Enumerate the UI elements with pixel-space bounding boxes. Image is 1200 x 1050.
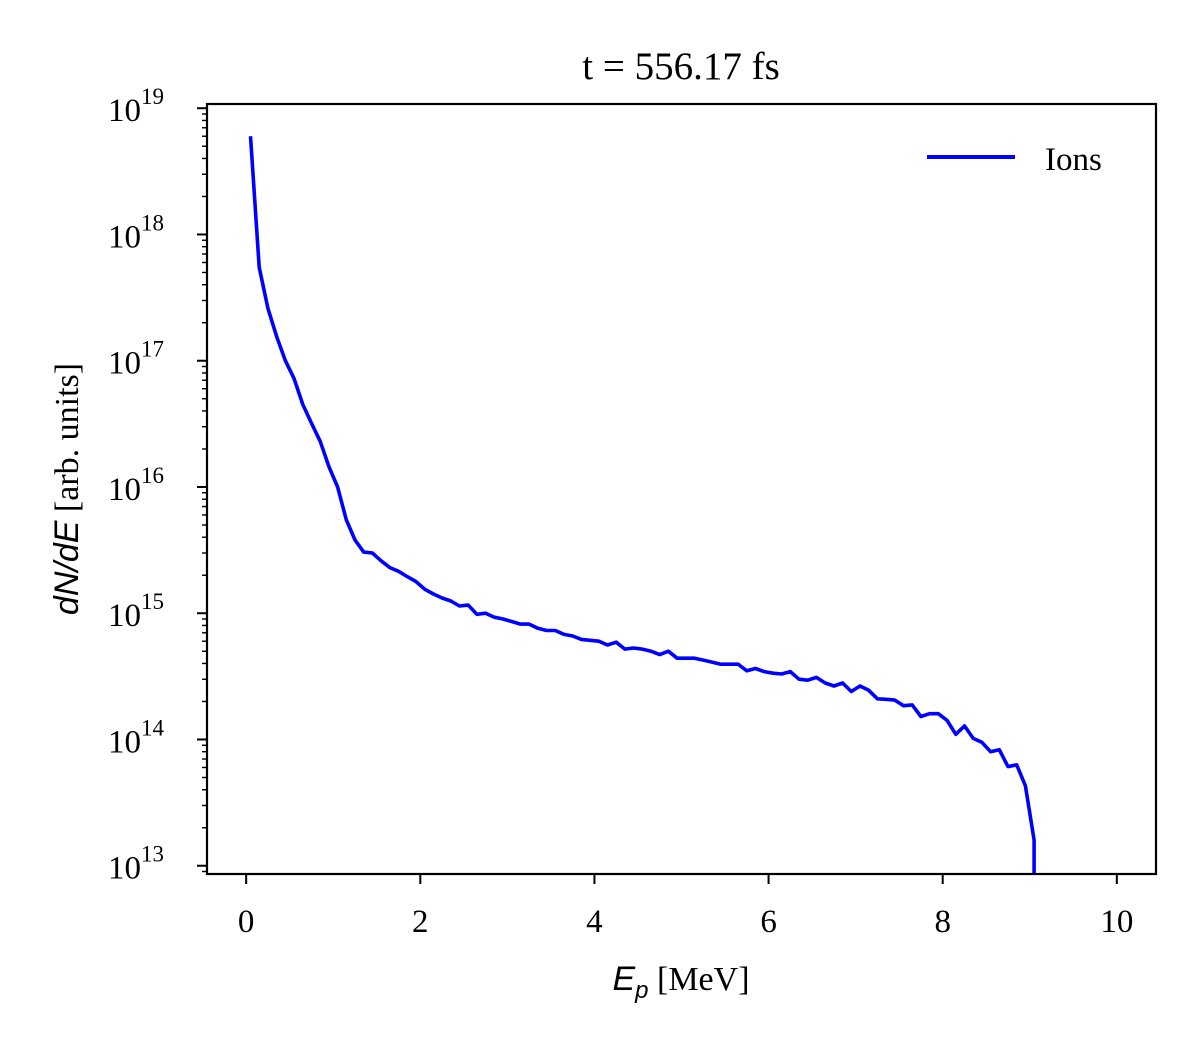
y-axis-label-symbol: dN/dE bbox=[48, 520, 86, 615]
series-layer bbox=[248, 136, 1036, 874]
x-tick-label: 6 bbox=[760, 904, 777, 940]
y-axis-label-unit: [arb. units] bbox=[49, 363, 86, 521]
y-tick-label: 1016 bbox=[108, 463, 164, 508]
y-tick-label-base: 10 bbox=[108, 724, 141, 760]
x-tick-label: 8 bbox=[934, 904, 951, 940]
y-tick-label: 1018 bbox=[108, 210, 164, 255]
y-tick-label-exponent: 17 bbox=[141, 337, 164, 362]
y-tick-label-base: 10 bbox=[108, 472, 141, 508]
x-tick-label: 0 bbox=[238, 904, 255, 940]
y-tick-label: 1014 bbox=[108, 715, 165, 760]
series-line-ions bbox=[248, 136, 1036, 874]
chart-title: t = 556.17 fs bbox=[582, 45, 780, 88]
legend-label-ions: Ions bbox=[1045, 142, 1102, 178]
y-tick-label-exponent: 19 bbox=[141, 84, 164, 109]
y-tick-label-exponent: 14 bbox=[141, 715, 165, 740]
y-tick-label-base: 10 bbox=[108, 851, 141, 887]
x-axis-label-subscript: p bbox=[634, 977, 648, 1004]
x-tick-label: 10 bbox=[1100, 904, 1133, 940]
x-axis-label: Ep [MeV] bbox=[612, 960, 749, 1004]
y-axis-minor-ticks bbox=[202, 113, 207, 873]
y-tick-label: 1015 bbox=[108, 589, 164, 634]
y-tick-label: 1013 bbox=[108, 842, 164, 887]
y-tick-label: 1017 bbox=[108, 337, 164, 382]
y-tick-label-base: 10 bbox=[108, 93, 141, 129]
y-tick-label: 1019 bbox=[108, 84, 164, 129]
y-tick-label-exponent: 15 bbox=[141, 589, 164, 614]
y-tick-label-exponent: 18 bbox=[141, 210, 164, 235]
x-axis-label-symbol: E bbox=[612, 960, 635, 998]
x-axis-label-unit: [MeV] bbox=[649, 961, 750, 998]
y-tick-label-exponent: 16 bbox=[141, 463, 164, 488]
y-tick-label-base: 10 bbox=[108, 598, 141, 634]
plot-frame bbox=[205, 102, 1158, 876]
legend: Ions bbox=[927, 142, 1102, 178]
y-tick-label-base: 10 bbox=[108, 219, 141, 255]
x-axis-ticks: 0 2 4 6 8 10 bbox=[238, 874, 1133, 940]
x-tick-label: 2 bbox=[412, 904, 429, 940]
y-tick-label-base: 10 bbox=[108, 346, 141, 382]
x-tick-label: 4 bbox=[586, 904, 603, 940]
y-tick-label-exponent: 13 bbox=[141, 842, 164, 867]
y-axis-label: dN/dE [arb. units] bbox=[48, 363, 86, 615]
